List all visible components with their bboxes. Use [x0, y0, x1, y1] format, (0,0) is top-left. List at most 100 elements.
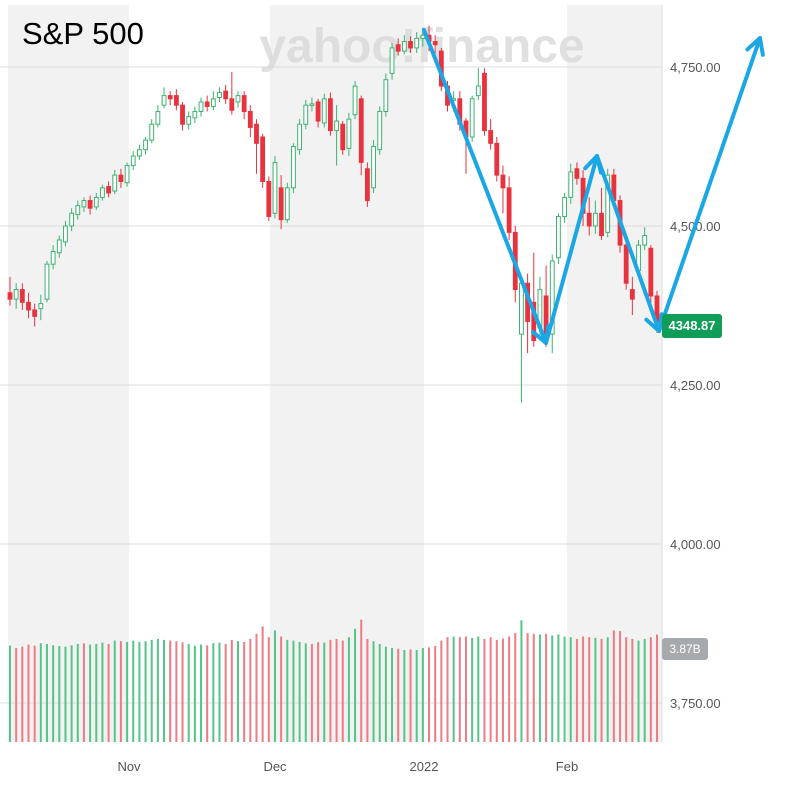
candle-body: [574, 168, 580, 179]
volume-bar: [366, 638, 369, 742]
volume-bar: [187, 643, 190, 742]
candle-body: [599, 212, 604, 237]
volume-bar: [335, 638, 338, 742]
candle-body: [254, 123, 259, 144]
candle-body: [500, 174, 506, 189]
volume-bar: [58, 645, 61, 742]
volume-bar: [163, 639, 166, 742]
candle-body: [223, 90, 229, 100]
volume-bar: [261, 626, 264, 742]
trend-arrow-icon: [657, 36, 762, 333]
volume-bar: [656, 634, 658, 742]
volume-bar: [21, 646, 24, 742]
volume-bar: [458, 637, 461, 742]
candle-body: [519, 282, 524, 335]
candle-body: [309, 103, 315, 106]
volume-bar: [545, 633, 548, 742]
volume-bar: [27, 644, 30, 742]
volume-bar: [612, 630, 615, 742]
candle-body: [210, 98, 216, 107]
volume-bar: [52, 645, 55, 742]
candle-body: [217, 91, 222, 99]
candle-body: [44, 263, 50, 300]
candle-body: [130, 155, 136, 167]
candle-body: [81, 200, 87, 208]
candle-body: [180, 104, 185, 125]
candle-body: [414, 37, 420, 49]
volume-bar: [126, 641, 129, 742]
candle-body: [106, 186, 112, 194]
candle-body: [118, 174, 124, 182]
volume-bar: [588, 637, 591, 742]
volume-bar: [138, 641, 141, 742]
candle-body: [155, 111, 161, 125]
candle-body: [247, 111, 253, 128]
volume-bar: [501, 638, 504, 742]
candle-body: [469, 98, 475, 138]
volume-bar: [76, 643, 79, 742]
candle-body: [100, 187, 105, 198]
volume-bar: [582, 636, 585, 742]
volume-bar: [631, 638, 634, 742]
candle-body: [198, 101, 204, 113]
last-price-badge: 4348.87: [662, 314, 722, 338]
candle-body: [260, 136, 266, 182]
candle-body: [586, 212, 592, 227]
candle-body: [401, 41, 407, 52]
candle-body: [482, 72, 487, 132]
candle-body: [408, 41, 413, 49]
month-band: [8, 5, 129, 742]
candle-body: [303, 104, 309, 125]
candle-body: [340, 123, 346, 151]
volume-bar: [594, 637, 597, 742]
volume-bar: [33, 645, 36, 742]
candle-body: [19, 289, 25, 303]
volume-bar: [360, 619, 363, 742]
volume-bar: [95, 643, 98, 742]
volume-bar: [292, 640, 295, 742]
candle-body: [383, 79, 389, 113]
volume-bar: [341, 640, 344, 742]
volume-bar: [551, 635, 554, 742]
volume-bar: [113, 640, 116, 742]
candle-body: [124, 165, 130, 184]
volume-bar: [280, 636, 283, 742]
candle-body: [75, 205, 81, 216]
volume-bar: [329, 639, 332, 742]
candle-body: [235, 95, 241, 103]
volume-bar: [224, 643, 227, 742]
candle-body: [352, 85, 358, 116]
volume-bar: [323, 642, 326, 742]
volume-bar: [409, 649, 412, 742]
volume-bar: [89, 644, 92, 742]
candle-body: [93, 196, 99, 208]
volume-bar: [600, 638, 603, 742]
volume-bar: [421, 648, 424, 742]
volume-bar: [9, 645, 11, 742]
volume-bar: [273, 630, 276, 742]
volume-bar: [200, 644, 203, 742]
volume-bar: [236, 641, 239, 742]
candle-body: [568, 171, 574, 198]
volume-bar: [619, 631, 622, 742]
candle-body: [167, 95, 173, 100]
trend-arrow-icon: [422, 28, 548, 345]
candle-body: [272, 161, 278, 214]
candle-body: [192, 111, 198, 119]
candle-body: [432, 41, 438, 46]
trend-arrow-icon: [544, 154, 599, 345]
watermark: yahoo!finance: [259, 20, 584, 73]
volume-bar: [384, 646, 387, 742]
volume-bar: [514, 633, 517, 742]
y-tick-label: 3,750.00: [670, 696, 721, 711]
candle-body: [63, 225, 68, 243]
volume-bar: [489, 637, 492, 742]
candle-body: [204, 101, 210, 107]
candle-body: [334, 120, 339, 132]
volume-bar: [495, 639, 498, 742]
volume-bar: [428, 647, 431, 742]
volume-bar: [532, 633, 535, 742]
candle-body: [56, 239, 62, 254]
candle-body: [494, 142, 500, 176]
